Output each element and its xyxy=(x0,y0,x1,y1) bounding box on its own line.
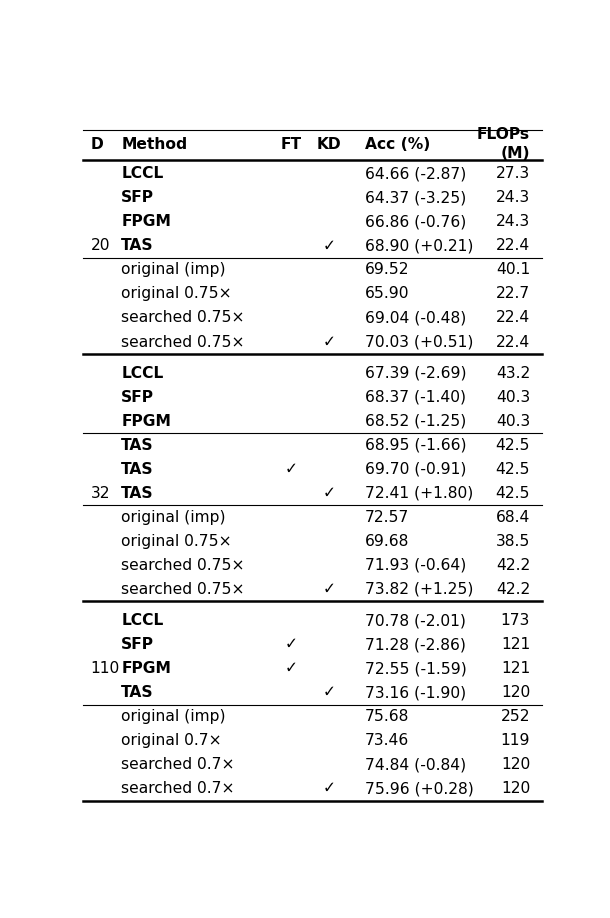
Text: ✓: ✓ xyxy=(323,582,336,597)
Text: 72.55 (-1.59): 72.55 (-1.59) xyxy=(365,661,467,676)
Text: FPGM: FPGM xyxy=(121,214,171,230)
Text: 75.96 (+0.28): 75.96 (+0.28) xyxy=(365,781,473,796)
Text: original (imp): original (imp) xyxy=(121,509,226,525)
Text: 71.93 (-0.64): 71.93 (-0.64) xyxy=(365,558,466,573)
Text: 22.4: 22.4 xyxy=(496,239,530,253)
Text: ✓: ✓ xyxy=(323,334,336,350)
Text: TAS: TAS xyxy=(121,462,154,476)
Text: 22.4: 22.4 xyxy=(496,334,530,350)
Text: original 0.75×: original 0.75× xyxy=(121,534,232,549)
Text: 68.95 (-1.66): 68.95 (-1.66) xyxy=(365,438,466,453)
Text: SFP: SFP xyxy=(121,637,154,652)
Text: original 0.75×: original 0.75× xyxy=(121,286,232,301)
Text: D: D xyxy=(90,137,103,151)
Text: ✓: ✓ xyxy=(323,781,336,796)
Text: 64.66 (-2.87): 64.66 (-2.87) xyxy=(365,166,466,181)
Text: 69.04 (-0.48): 69.04 (-0.48) xyxy=(365,310,466,326)
Text: 73.16 (-1.90): 73.16 (-1.90) xyxy=(365,685,466,700)
Text: (M): (M) xyxy=(500,147,530,162)
Text: 20: 20 xyxy=(90,239,110,253)
Text: 22.4: 22.4 xyxy=(496,310,530,326)
Text: ✓: ✓ xyxy=(285,462,298,476)
Text: 110: 110 xyxy=(90,661,120,676)
Text: 121: 121 xyxy=(501,637,530,652)
Text: 27.3: 27.3 xyxy=(496,166,530,181)
Text: FPGM: FPGM xyxy=(121,414,171,429)
Text: TAS: TAS xyxy=(121,486,154,501)
Text: TAS: TAS xyxy=(121,685,154,700)
Text: 173: 173 xyxy=(501,613,530,628)
Text: ✓: ✓ xyxy=(323,685,336,700)
Text: 68.90 (+0.21): 68.90 (+0.21) xyxy=(365,239,473,253)
Text: Method: Method xyxy=(121,137,187,151)
Text: 71.28 (-2.86): 71.28 (-2.86) xyxy=(365,637,465,652)
Text: original 0.7×: original 0.7× xyxy=(121,733,222,748)
Text: searched 0.7×: searched 0.7× xyxy=(121,781,235,796)
Text: ✓: ✓ xyxy=(323,239,336,253)
Text: 75.68: 75.68 xyxy=(365,709,409,724)
Text: 68.52 (-1.25): 68.52 (-1.25) xyxy=(365,414,466,429)
Text: 40.3: 40.3 xyxy=(496,389,530,405)
Text: 22.7: 22.7 xyxy=(496,286,530,301)
Text: 74.84 (-0.84): 74.84 (-0.84) xyxy=(365,757,466,772)
Text: 42.2: 42.2 xyxy=(496,582,530,597)
Text: KD: KD xyxy=(317,137,342,151)
Text: LCCL: LCCL xyxy=(121,166,163,181)
Text: 65.90: 65.90 xyxy=(365,286,409,301)
Text: 70.03 (+0.51): 70.03 (+0.51) xyxy=(365,334,473,350)
Text: original (imp): original (imp) xyxy=(121,709,226,724)
Text: 67.39 (-2.69): 67.39 (-2.69) xyxy=(365,365,466,381)
Text: 119: 119 xyxy=(501,733,530,748)
Text: 252: 252 xyxy=(501,709,530,724)
Text: FPGM: FPGM xyxy=(121,661,171,676)
Text: 24.3: 24.3 xyxy=(496,190,530,206)
Text: ✓: ✓ xyxy=(323,486,336,501)
Text: 120: 120 xyxy=(501,781,530,796)
Text: LCCL: LCCL xyxy=(121,613,163,628)
Text: 24.3: 24.3 xyxy=(496,214,530,230)
Text: 120: 120 xyxy=(501,757,530,772)
Text: 42.2: 42.2 xyxy=(496,558,530,573)
Text: searched 0.75×: searched 0.75× xyxy=(121,310,245,326)
Text: FLOPs: FLOPs xyxy=(477,127,530,141)
Text: 64.37 (-3.25): 64.37 (-3.25) xyxy=(365,190,466,206)
Text: LCCL: LCCL xyxy=(121,365,163,381)
Text: 69.70 (-0.91): 69.70 (-0.91) xyxy=(365,462,466,476)
Text: searched 0.75×: searched 0.75× xyxy=(121,558,245,573)
Text: 68.4: 68.4 xyxy=(496,509,530,525)
Text: 72.41 (+1.80): 72.41 (+1.80) xyxy=(365,486,473,501)
Text: searched 0.75×: searched 0.75× xyxy=(121,582,245,597)
Text: 73.82 (+1.25): 73.82 (+1.25) xyxy=(365,582,473,597)
Text: ✓: ✓ xyxy=(285,637,298,652)
Text: searched 0.7×: searched 0.7× xyxy=(121,757,235,772)
Text: 121: 121 xyxy=(501,661,530,676)
Text: 120: 120 xyxy=(501,685,530,700)
Text: 69.52: 69.52 xyxy=(365,263,409,277)
Text: 38.5: 38.5 xyxy=(496,534,530,549)
Text: 32: 32 xyxy=(90,486,110,501)
Text: 69.68: 69.68 xyxy=(365,534,409,549)
Text: 66.86 (-0.76): 66.86 (-0.76) xyxy=(365,214,466,230)
Text: 43.2: 43.2 xyxy=(496,365,530,381)
Text: 42.5: 42.5 xyxy=(495,438,530,453)
Text: SFP: SFP xyxy=(121,190,154,206)
Text: 70.78 (-2.01): 70.78 (-2.01) xyxy=(365,613,465,628)
Text: Acc (%): Acc (%) xyxy=(365,137,430,151)
Text: 73.46: 73.46 xyxy=(365,733,409,748)
Text: ✓: ✓ xyxy=(285,661,298,676)
Text: 42.5: 42.5 xyxy=(495,486,530,501)
Text: 40.1: 40.1 xyxy=(496,263,530,277)
Text: SFP: SFP xyxy=(121,389,154,405)
Text: TAS: TAS xyxy=(121,239,154,253)
Text: 42.5: 42.5 xyxy=(495,462,530,476)
Text: original (imp): original (imp) xyxy=(121,263,226,277)
Text: TAS: TAS xyxy=(121,438,154,453)
Text: 40.3: 40.3 xyxy=(496,414,530,429)
Text: searched 0.75×: searched 0.75× xyxy=(121,334,245,350)
Text: FT: FT xyxy=(281,137,302,151)
Text: 72.57: 72.57 xyxy=(365,509,409,525)
Text: 68.37 (-1.40): 68.37 (-1.40) xyxy=(365,389,465,405)
